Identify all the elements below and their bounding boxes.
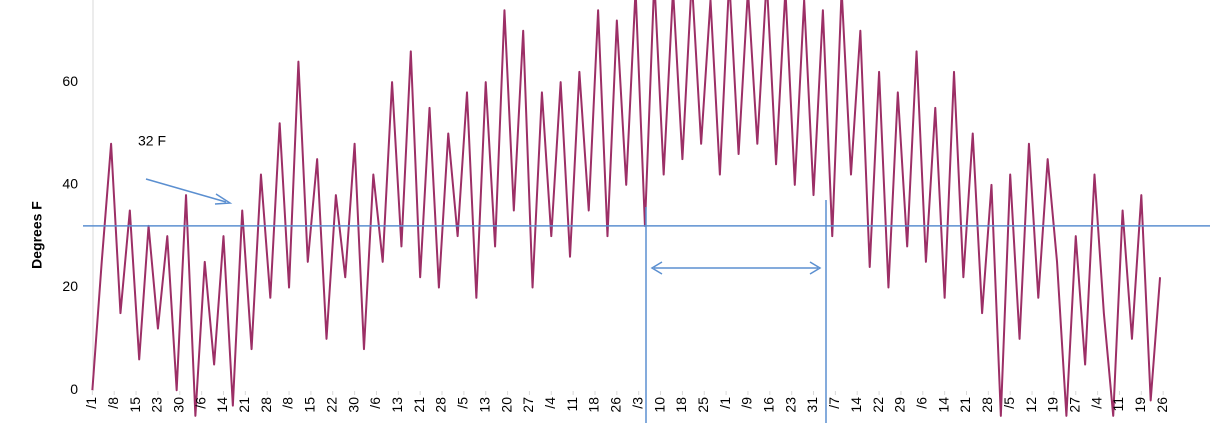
x-tick-label: 18	[673, 397, 689, 413]
x-tick-label: 13	[389, 397, 405, 413]
x-tick-label: 18	[586, 397, 602, 413]
x-tick-label: 12	[1023, 397, 1039, 413]
x-tick-label: 23	[782, 397, 798, 413]
arrow-head	[214, 193, 233, 205]
x-tick-label: /5	[455, 397, 471, 409]
x-tick-label: 19	[1132, 397, 1148, 413]
arrow-head	[809, 261, 822, 275]
y-tick-label: 20	[62, 278, 78, 294]
x-tick-label: 25	[695, 397, 711, 413]
x-tick-label: 27	[520, 397, 536, 413]
x-tick-label: 13	[476, 397, 492, 413]
x-tick-label: 15	[127, 397, 143, 413]
x-tick-label: /4	[542, 397, 558, 409]
x-tick-label: 22	[870, 397, 886, 413]
x-tick-label: /5	[1001, 397, 1017, 409]
x-tick-label: 10	[651, 397, 667, 413]
x-tick-label: 16	[761, 397, 777, 413]
x-tick-label: 26	[1154, 397, 1170, 413]
x-tick-label: 28	[433, 397, 449, 413]
x-tick-label: 19	[1045, 397, 1061, 413]
x-tick-label: 29	[892, 397, 908, 413]
x-tick-label: 27	[1066, 397, 1082, 413]
x-tick-label: 30	[170, 397, 186, 413]
x-tick-label: 26	[608, 397, 624, 413]
x-tick-label: /3	[629, 397, 645, 409]
y-tick-label: 60	[62, 73, 78, 89]
x-tick-label: /9	[739, 397, 755, 409]
x-tick-label: 14	[935, 397, 951, 413]
x-tick-label: 28	[979, 397, 995, 413]
y-tick-label: 0	[70, 381, 78, 397]
plot	[91, 0, 1162, 417]
x-tick-label: 20	[498, 397, 514, 413]
x-tick-label: 21	[957, 397, 973, 413]
x-tick-label: 14	[214, 397, 230, 413]
annotation: 32 F	[138, 133, 166, 149]
y-axis-label: Degrees F	[29, 201, 45, 269]
x-tick-label: 15	[302, 397, 318, 413]
x-tick-label: 31	[804, 397, 820, 413]
x-tick-label: /8	[280, 397, 296, 409]
x-tick-label: /4	[1088, 397, 1104, 409]
annotation-arrow	[145, 178, 227, 203]
x-tick-label: /8	[105, 397, 121, 409]
x-tick-label: 14	[848, 397, 864, 413]
x-tick-label: /7	[826, 397, 842, 409]
x-tick-label: 30	[345, 397, 361, 413]
x-tick-label: 11	[1110, 397, 1126, 412]
x-tick-label: 11	[564, 397, 580, 412]
x-tick-label: 22	[323, 397, 339, 413]
x-tick-label: 28	[258, 397, 274, 413]
x-tick-label: 21	[236, 397, 252, 413]
x-tick-label: /6	[192, 397, 208, 409]
x-tick-label: 21	[411, 397, 427, 413]
x-tick-label: 23	[149, 397, 165, 413]
x-tick-label: /1	[717, 397, 733, 409]
data-line	[91, 0, 1162, 417]
x-tick-label: /6	[913, 397, 929, 409]
arrow-head	[650, 261, 663, 275]
x-tick-label: /6	[367, 397, 383, 409]
x-tick-label: /1	[83, 397, 99, 409]
y-tick-label: 40	[62, 176, 78, 192]
